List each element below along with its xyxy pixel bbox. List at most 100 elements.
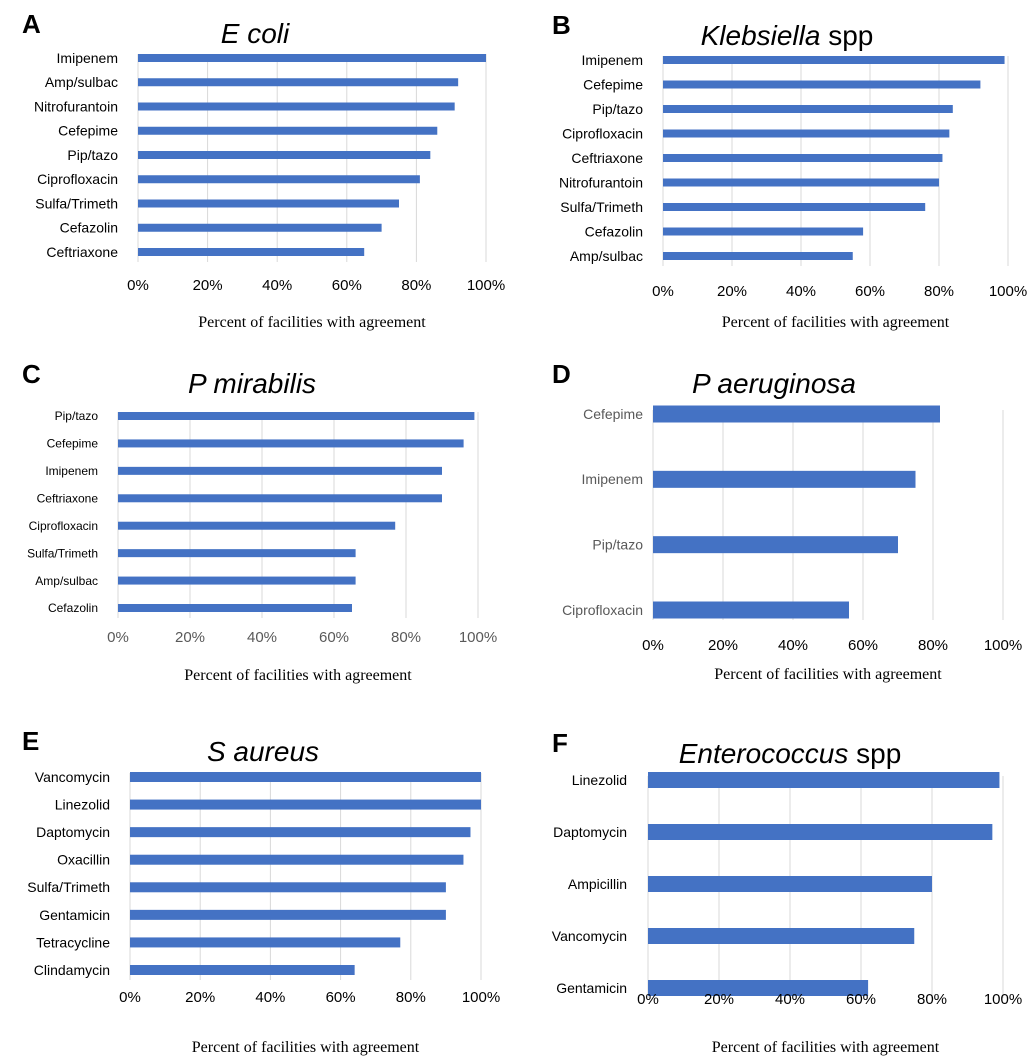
panel-c-title-italic: P mirabilis <box>188 368 316 399</box>
panel-e-x-tick-label-5: 100% <box>462 989 500 1006</box>
panel-f-bar-linezolid <box>648 772 1000 788</box>
panel-a-category-label-cefazolin: Cefazolin <box>60 220 118 236</box>
panel-c-bar-pip-tazo <box>118 412 475 420</box>
panel-a-x-axis-title: Percent of facilities with agreement <box>198 314 426 331</box>
panel-d-bar-imipenem <box>653 470 916 488</box>
panel-c-bar-cefepime <box>118 439 464 448</box>
panel-f-x-axis-title: Percent of facilities with agreement <box>712 1039 940 1056</box>
panel-e-x-tick-label-4: 80% <box>396 989 426 1006</box>
panel-f: F Enterococcus spp Linezolid Daptomycin Ampi… <box>552 728 1022 1056</box>
panel-f-title: Enterococcus spp <box>679 738 902 769</box>
panel-d-bar-ciprofloxacin <box>653 601 849 619</box>
panel-e-category-label-daptomycin: Daptomycin <box>36 824 110 840</box>
panel-a-category-label-ciprofloxacin: Ciprofloxacin <box>37 171 118 187</box>
panel-a-x-tick-label-5: 100% <box>467 277 505 294</box>
panel-e-category-label-linezolid: Linezolid <box>55 796 110 812</box>
panel-e-bar-oxacillin <box>130 854 464 865</box>
panel-a-category-label-ceftriaxone: Ceftriaxone <box>46 244 118 260</box>
panel-c: C P mirabilis Pip/tazo Cefepime Imipenem Ceft… <box>22 359 497 684</box>
panel-d-title: P aeruginosa <box>692 368 856 399</box>
panel-a-category-label-sulfa-trimeth: Sulfa/Trimeth <box>35 195 118 211</box>
panel-f-category-label-linezolid: Linezolid <box>572 772 627 788</box>
panel-d-category-label-pip-tazo: Pip/tazo <box>592 537 643 553</box>
panel-b-letter: B <box>552 10 571 40</box>
panel-a-x-tick-label-3: 60% <box>332 277 362 294</box>
panel-b-category-label-amp-sulbac: Amp/sulbac <box>570 248 643 264</box>
panel-e-category-label-sulfa-trimeth: Sulfa/Trimeth <box>27 879 110 895</box>
panel-a-bar-ciprofloxacin <box>138 175 420 184</box>
panel-a-category-label-nitrofurantoin: Nitrofurantoin <box>34 98 118 114</box>
panel-b-category-label-cefepime: Cefepime <box>583 76 643 92</box>
panel-e-category-label-clindamycin: Clindamycin <box>34 962 110 978</box>
panel-c-category-label-ciprofloxacin: Ciprofloxacin <box>29 519 98 533</box>
panel-b-category-label-nitrofurantoin: Nitrofurantoin <box>559 174 643 190</box>
panel-b-bar-ciprofloxacin <box>663 129 950 138</box>
panel-a-category-label-cefepime: Cefepime <box>58 123 118 139</box>
panel-b-x-axis-title: Percent of facilities with agreement <box>722 314 950 331</box>
panel-e-category-label-vancomycin: Vancomycin <box>35 769 110 785</box>
panel-c-x-tick-label-4: 80% <box>391 629 421 646</box>
panel-d-x-axis-title: Percent of facilities with agreement <box>714 666 942 683</box>
panel-a-bar-cefazolin <box>138 223 382 232</box>
panel-a-x-tick-label-2: 40% <box>262 277 292 294</box>
panel-e-x-axis-title: Percent of facilities with agreement <box>192 1039 420 1056</box>
panel-a-bar-nitrofurantoin <box>138 102 455 111</box>
panel-b-category-label-ciprofloxacin: Ciprofloxacin <box>562 125 643 141</box>
panel-f-x-tick-label-0: 0% <box>637 991 659 1008</box>
panel-c-x-tick-label-1: 20% <box>175 629 205 646</box>
panel-a-title-italic: E coli <box>221 18 290 49</box>
panel-e-x-tick-label-1: 20% <box>185 989 215 1006</box>
panel-a-category-label-amp-sulbac: Amp/sulbac <box>45 74 118 90</box>
panel-e-bar-vancomycin <box>130 772 481 782</box>
panel-e-bar-gentamicin <box>130 909 446 920</box>
panel-f-letter: F <box>552 728 568 758</box>
panel-a-x-tick-label-4: 80% <box>401 277 431 294</box>
panel-b-bar-imipenem <box>663 56 1005 64</box>
panel-c-bar-cefazolin <box>118 604 352 612</box>
panel-e-category-label-tetracycline: Tetracycline <box>36 934 110 950</box>
panel-a-category-label-pip-tazo: Pip/tazo <box>67 147 118 163</box>
panel-a-bar-cefepime <box>138 126 438 135</box>
panel-e-x-tick-label-3: 60% <box>326 989 356 1006</box>
panel-a-bar-pip-tazo <box>138 151 431 159</box>
panel-f-title-italic: Enterococcus <box>679 738 849 769</box>
panel-c-bar-amp-sulbac <box>118 576 356 585</box>
panel-d-x-tick-label-2: 40% <box>778 637 808 654</box>
panel-b-bar-nitrofurantoin <box>663 178 939 187</box>
panel-b-category-label-ceftriaxone: Ceftriaxone <box>571 150 643 166</box>
panel-c-category-label-cefepime: Cefepime <box>47 437 99 451</box>
panel-b-bar-cefepime <box>663 80 981 89</box>
panel-a-bar-imipenem <box>138 54 486 62</box>
panel-c-bar-ceftriaxone <box>118 494 442 503</box>
panel-a-title: E coli <box>221 18 290 49</box>
panel-d-x-tick-label-5: 100% <box>984 637 1022 654</box>
panel-b-x-tick-label-4: 80% <box>924 283 954 300</box>
panel-f-x-tick-label-4: 80% <box>917 991 947 1008</box>
panel-c-category-label-amp-sulbac: Amp/sulbac <box>35 574 98 588</box>
panel-e-title-italic: S aureus <box>207 736 319 767</box>
panel-d-bar-pip-tazo <box>653 536 898 554</box>
panel-f-x-tick-label-1: 20% <box>704 991 734 1008</box>
panel-d-category-label-cefepime: Cefepime <box>583 406 643 422</box>
panel-f-bar-daptomycin <box>648 824 993 840</box>
panel-c-bar-imipenem <box>118 466 442 475</box>
panel-b-x-tick-label-2: 40% <box>786 283 816 300</box>
panel-e-bar-sulfa-trimeth <box>130 882 446 893</box>
panel-d-title-italic: P aeruginosa <box>692 368 856 399</box>
panel-f-category-label-vancomycin: Vancomycin <box>552 928 627 944</box>
panel-e-bar-daptomycin <box>130 827 471 838</box>
panel-c-x-tick-label-5: 100% <box>459 629 497 646</box>
panel-e-bar-linezolid <box>130 799 481 810</box>
panel-f-bar-vancomycin <box>648 928 915 944</box>
panel-c-letter: C <box>22 359 41 389</box>
panel-b-bar-pip-tazo <box>663 105 953 113</box>
panel-b-category-label-pip-tazo: Pip/tazo <box>592 101 643 117</box>
panel-c-x-tick-label-2: 40% <box>247 629 277 646</box>
panel-f-category-label-gentamicin: Gentamicin <box>556 980 627 996</box>
panel-e-category-label-gentamicin: Gentamicin <box>39 907 110 923</box>
panel-b-x-tick-label-5: 100% <box>989 283 1027 300</box>
panel-f-category-label-ampicillin: Ampicillin <box>568 876 627 892</box>
panel-b-title-italic: Klebsiella <box>701 20 821 51</box>
panel-c-bar-sulfa-trimeth <box>118 549 356 558</box>
